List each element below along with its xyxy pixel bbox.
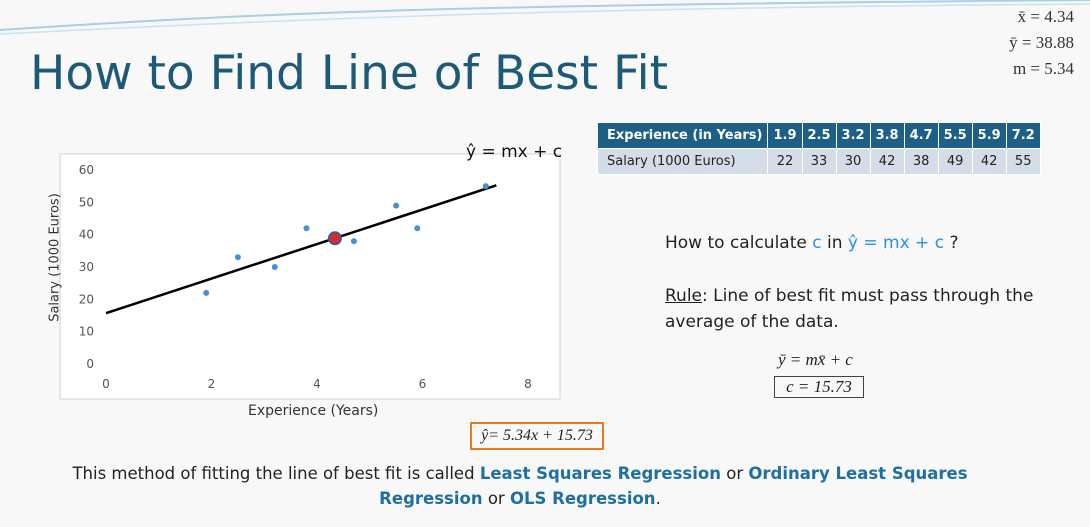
table-cell-experience: 2.5 (801, 122, 837, 149)
result-equation-box: ŷ= 5.34x + 15.73 (470, 422, 604, 450)
table-cell-salary: 30 (835, 148, 871, 175)
chart-svg: 0 10 20 30 40 50 60 0 2 4 6 8 (59, 153, 561, 400)
x-axis-title: Experience (Years) (248, 403, 379, 419)
header-swoosh (0, 0, 1090, 35)
y-tick-label: 30 (79, 260, 94, 274)
rule-text: Rule: Line of best fit must pass through… (665, 283, 1045, 335)
data-point (271, 264, 278, 270)
y-tick-label: 10 (79, 325, 94, 339)
stat-ybar: ȳ = 38.88 (1009, 33, 1074, 52)
fit-line (105, 184, 497, 315)
rule-label: Rule (665, 286, 703, 306)
x-tick-label: 2 (208, 377, 216, 391)
mean-point (327, 231, 342, 246)
footer-part2: or (721, 464, 749, 483)
y-tick-label: 50 (79, 195, 94, 209)
data-point (350, 238, 357, 245)
summary-stats: x̄ = 4.34 ȳ = 38.88 m = 5.34 (964, 4, 1074, 82)
data-point (234, 254, 241, 261)
table-cell-salary: 33 (801, 148, 837, 175)
y-tick-label: 40 (79, 228, 94, 242)
chart-frame (59, 153, 561, 400)
scatter-chart: 0 10 20 30 40 50 60 0 2 4 6 8 (40, 148, 568, 426)
chart-equation-label: ŷ = mx + c (466, 142, 563, 162)
x-tick-label: 8 (524, 377, 532, 391)
y-tick-label: 60 (79, 163, 94, 177)
page-title: How to Find Line of Best Fit (30, 46, 669, 101)
table-cell-salary: 49 (937, 148, 973, 175)
table-cell-salary: 22 (767, 148, 803, 175)
table-row-label-experience: Experience (in Years) (596, 122, 769, 149)
data-point (203, 289, 210, 296)
y-axis-title: Salary (1000 Euros) (47, 193, 63, 322)
question-prefix: How to calculate (665, 233, 813, 253)
y-tick-label: 20 (79, 292, 94, 306)
table-cell-experience: 1.9 (767, 122, 803, 149)
x-tick-label: 4 (313, 377, 321, 391)
footer-term-ols-full: Ordinary Least Squares Regression (379, 464, 968, 508)
stat-xbar: x̄ = 4.34 (1017, 7, 1074, 26)
c-value-box: c = 15.73 (774, 376, 864, 398)
table-cell-experience: 5.9 (971, 122, 1007, 149)
question-suffix: ? (944, 233, 959, 253)
data-point (393, 202, 400, 209)
footer-text: This method of fitting the line of best … (70, 461, 970, 511)
table-cell-salary: 42 (971, 148, 1007, 175)
table-cell-salary: 38 (903, 148, 939, 175)
question-text: How to calculate c in ŷ = mx + c ? (665, 233, 959, 253)
x-tick-label: 0 (102, 377, 110, 391)
stat-m: m = 5.34 (1012, 59, 1074, 78)
footer-term-lsr: Least Squares Regression (479, 464, 721, 483)
table-cell-experience: 3.8 (869, 122, 905, 149)
data-point (414, 225, 421, 232)
table-cell-salary: 42 (869, 148, 905, 175)
question-mid: in (821, 233, 848, 253)
data-table: Experience (in Years) 1.9 2.5 3.2 3.8 4.7 5.5… (596, 122, 1041, 175)
mean-equation: ȳ = mx̄ + c (778, 350, 853, 369)
table-row-salary: Salary (1000 Euros) 22 33 30 42 38 49 42 55 (596, 148, 1041, 175)
footer-part3: or (482, 489, 510, 508)
table-cell-experience: 4.7 (903, 122, 939, 149)
table-row-experience: Experience (in Years) 1.9 2.5 3.2 3.8 4.7 5.5… (596, 122, 1041, 149)
footer-term-ols: OLS Regression (509, 489, 656, 508)
rule-body: : Line of best fit must pass through the… (665, 286, 1034, 332)
question-var: c (812, 233, 822, 253)
table-cell-experience: 5.5 (937, 122, 973, 149)
table-cell-experience: 7.2 (1005, 122, 1041, 149)
data-point (482, 183, 489, 190)
table-cell-experience: 3.2 (835, 122, 871, 149)
x-tick-label: 6 (419, 377, 427, 391)
footer-part1: This method of fitting the line of best … (72, 464, 480, 483)
data-point (303, 225, 310, 232)
footer-part4: . (655, 489, 661, 508)
table-cell-salary: 55 (1005, 148, 1041, 175)
y-tick-label: 0 (86, 357, 94, 371)
question-eq: ŷ = mx + c (847, 233, 945, 253)
table-row-label-salary: Salary (1000 Euros) (596, 148, 769, 175)
